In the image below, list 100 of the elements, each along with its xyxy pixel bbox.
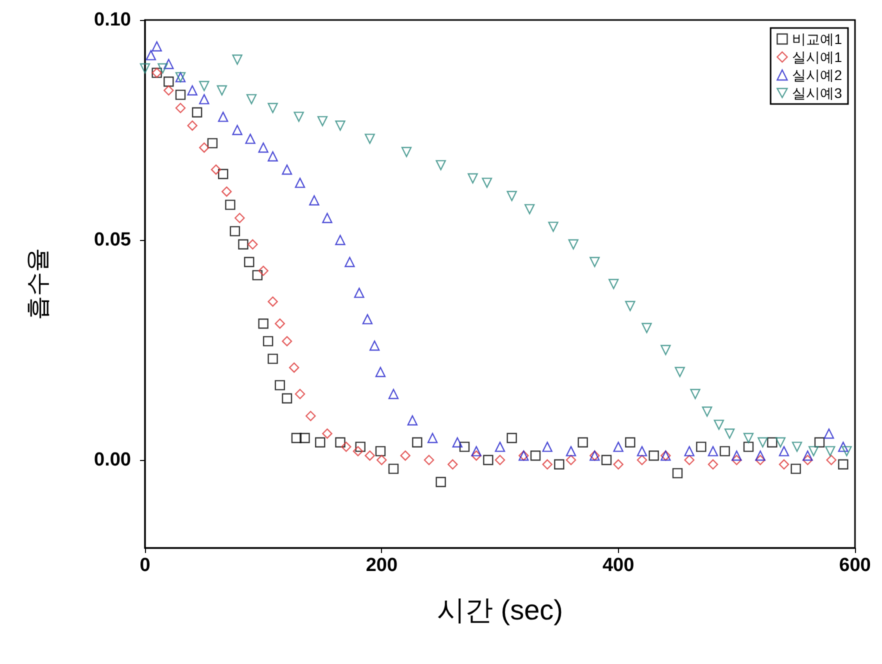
x-axis-title: 시간 (sec)	[437, 594, 563, 626]
x-tick-label: 200	[366, 555, 398, 576]
point	[282, 336, 292, 346]
point	[530, 450, 541, 461]
point	[578, 437, 588, 448]
point	[375, 366, 386, 378]
point	[778, 459, 790, 470]
point	[724, 428, 735, 439]
point	[352, 446, 364, 456]
point	[344, 256, 355, 268]
y-tick-label: 0.00	[94, 450, 131, 470]
point	[248, 239, 258, 250]
point	[244, 256, 254, 268]
point	[684, 446, 694, 456]
point	[335, 437, 346, 448]
point	[388, 464, 399, 474]
point	[792, 442, 802, 452]
point	[672, 468, 683, 478]
point	[824, 428, 834, 439]
point	[412, 437, 422, 448]
point	[268, 102, 278, 114]
point	[322, 428, 332, 439]
point	[230, 226, 240, 236]
point	[335, 234, 346, 246]
point	[222, 186, 232, 197]
legend-label: 실시예1	[792, 49, 842, 65]
point	[506, 432, 517, 444]
point	[636, 454, 648, 466]
point	[364, 450, 375, 461]
point	[436, 476, 446, 488]
point	[720, 446, 730, 456]
point	[452, 437, 462, 448]
point	[294, 112, 304, 122]
point	[808, 446, 819, 456]
point	[291, 432, 302, 444]
x-tick-label: 0	[140, 555, 150, 576]
point	[648, 450, 659, 461]
point	[199, 80, 210, 92]
point	[199, 142, 210, 153]
point	[268, 354, 278, 364]
point	[714, 420, 724, 430]
point	[274, 380, 285, 390]
point	[590, 256, 600, 268]
point	[175, 90, 186, 100]
point	[814, 437, 825, 448]
point	[608, 278, 619, 290]
legend-label: 실시예3	[792, 85, 842, 101]
point	[743, 432, 754, 444]
point	[471, 446, 482, 456]
point	[362, 314, 373, 324]
point	[838, 459, 848, 470]
point	[376, 454, 387, 466]
point	[427, 432, 438, 444]
point	[494, 442, 506, 452]
point	[258, 318, 268, 329]
point	[306, 410, 316, 422]
point	[778, 446, 790, 456]
point	[210, 164, 222, 175]
point	[838, 442, 848, 452]
x-tick-label: 400	[602, 555, 634, 576]
point	[268, 151, 278, 162]
y-tick-label: 0.05	[94, 230, 132, 250]
point	[335, 120, 346, 131]
point	[364, 134, 375, 144]
point	[775, 437, 786, 448]
point	[407, 415, 418, 426]
point	[216, 85, 228, 96]
point	[790, 464, 801, 474]
point	[708, 446, 718, 456]
point	[548, 222, 558, 232]
point	[601, 454, 612, 466]
point	[232, 54, 242, 65]
point	[258, 142, 268, 153]
point	[388, 388, 399, 400]
point	[218, 168, 228, 180]
point	[400, 450, 410, 461]
point	[826, 454, 836, 466]
point	[322, 212, 332, 224]
point	[317, 116, 328, 126]
point	[294, 178, 306, 188]
point	[825, 446, 836, 456]
legend-label: 비교예1	[792, 31, 842, 47]
point	[199, 94, 210, 104]
point	[542, 442, 552, 452]
point	[375, 446, 386, 456]
point	[164, 76, 174, 87]
point	[625, 437, 636, 448]
point	[232, 124, 242, 136]
point	[164, 58, 174, 70]
point	[238, 239, 248, 250]
point	[524, 204, 535, 214]
point	[274, 318, 285, 329]
point	[625, 300, 636, 312]
point	[341, 442, 352, 452]
point	[642, 322, 652, 334]
point	[755, 450, 766, 461]
point	[300, 432, 310, 444]
point	[218, 112, 228, 122]
point	[482, 178, 492, 188]
point	[354, 288, 364, 298]
